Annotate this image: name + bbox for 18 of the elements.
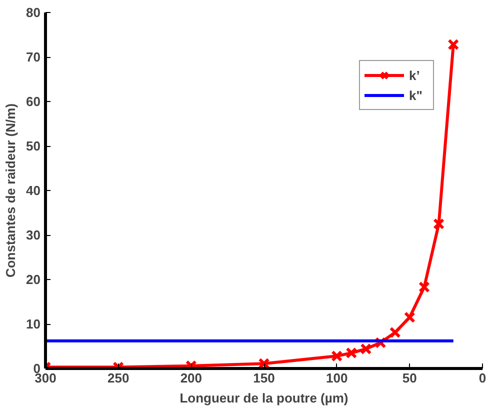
y-tick-label: 10 — [26, 316, 41, 332]
y-tick-label: 80 — [26, 5, 41, 20]
legend-label: k" — [409, 88, 424, 102]
x-tick-label: 100 — [326, 370, 348, 386]
y-tick-label: 20 — [26, 272, 41, 287]
x-tick-label: 50 — [402, 370, 417, 386]
x-tick-label: 250 — [107, 370, 130, 386]
y-tick-label: 70 — [26, 50, 41, 64]
y-tick-label: 60 — [26, 94, 41, 109]
x-axis-title: Longueur de la poutre (µm) — [180, 390, 348, 406]
x-tick-label: 150 — [253, 370, 275, 386]
x-tick-label: 200 — [180, 370, 202, 386]
x-tick-label: 0 — [478, 370, 486, 386]
legend-label: k’ — [409, 68, 421, 82]
y-axis-title: Constantes de raideur (N/m) — [3, 103, 18, 278]
y-tick-label: 50 — [26, 138, 41, 154]
y-tick-label: 30 — [26, 228, 41, 242]
y-tick-label: 40 — [26, 183, 41, 198]
